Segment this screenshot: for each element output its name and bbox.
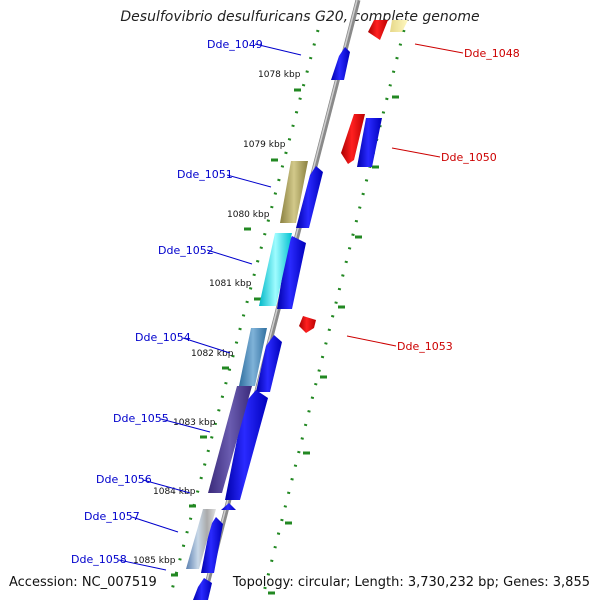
gene-arrow-dde1050[interactable]	[341, 114, 365, 164]
kbp-label-1083: 1083 kbp	[173, 418, 216, 428]
gene-arrow-dde1050b[interactable]	[357, 118, 382, 167]
leader-lines-right	[346, 43, 464, 347]
gene-label-dde1054[interactable]: Dde_1054	[135, 331, 191, 344]
gene-dde1057-multi[interactable]	[186, 509, 216, 569]
gene-arrow-dde1058[interactable]	[193, 578, 212, 600]
gene-label-dde1049[interactable]: Dde_1049	[207, 38, 263, 51]
gene-label-dde1058[interactable]: Dde_1058	[71, 553, 127, 566]
gene-arrow-dde1051[interactable]	[296, 166, 323, 228]
gene-arrow-dde1057[interactable]	[201, 517, 223, 573]
gene-label-dde1051[interactable]: Dde_1051	[177, 168, 233, 181]
gene-arrow-dde1056[interactable]	[221, 503, 236, 510]
gene-arrow-dde1048b[interactable]	[390, 20, 408, 32]
kbp-label-1080: 1080 kbp	[227, 210, 270, 220]
accession-text: Accession: NC_007519	[9, 575, 157, 590]
leader-lines-left	[118, 43, 302, 571]
gene-arrow-dde1052[interactable]	[277, 236, 306, 309]
right-tick-track	[260, 29, 406, 600]
genome-title: Desulfovibrio desulfuricans G20, complet…	[120, 9, 480, 25]
kbp-label-1082: 1082 kbp	[191, 349, 234, 359]
gene-arrow-dde1053[interactable]	[299, 316, 316, 333]
gene-dde1054-steel[interactable]	[239, 328, 267, 386]
gene-label-dde1048[interactable]: Dde_1048	[464, 47, 520, 60]
genome-summary-text: Topology: circular; Length: 3,730,232 bp…	[232, 575, 590, 590]
kbp-label-1078: 1078 kbp	[258, 70, 301, 80]
gene-label-dde1056[interactable]: Dde_1056	[96, 473, 152, 486]
gene-label-dde1052[interactable]: Dde_1052	[158, 244, 214, 257]
kbp-label-1079: 1079 kbp	[243, 140, 286, 150]
gene-arrow-dde1055[interactable]	[225, 390, 268, 500]
gene-dde1052-cyan[interactable]	[259, 233, 292, 306]
kbp-label-1081: 1081 kbp	[209, 279, 252, 289]
kbp-label-1085: 1085 kbp	[133, 556, 176, 566]
gene-dde1051-olive[interactable]	[280, 161, 308, 223]
gene-arrow-dde1048[interactable]	[368, 20, 388, 40]
gene-label-dde1055[interactable]: Dde_1055	[113, 412, 169, 425]
gene-arrow-dde1054[interactable]	[256, 335, 282, 392]
major-ticks	[171, 88, 399, 595]
kbp-label-1084: 1084 kbp	[153, 487, 196, 497]
gene-label-dde1057[interactable]: Dde_1057	[84, 510, 140, 523]
gene-dde1055-purple[interactable]	[208, 386, 252, 493]
gene-arrow-dde1049[interactable]	[331, 47, 350, 80]
gene-label-dde1050[interactable]: Dde_1050	[441, 151, 497, 164]
gene-label-dde1053[interactable]: Dde_1053	[397, 340, 453, 353]
